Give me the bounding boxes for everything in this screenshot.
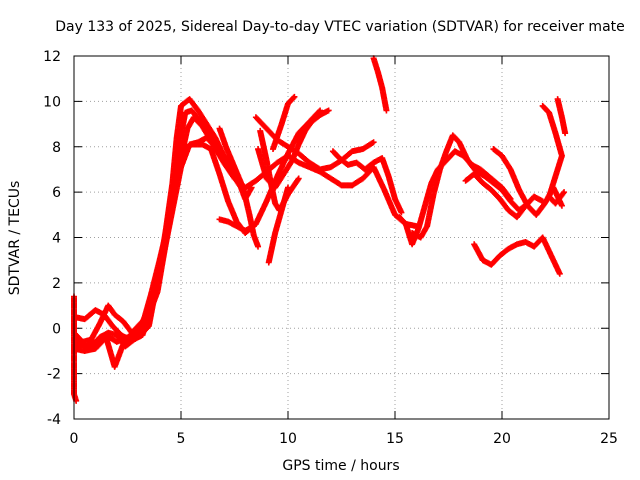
data-point	[250, 223, 257, 230]
y-tick-label: 0	[52, 321, 61, 337]
series-sat-u	[554, 96, 569, 137]
data-point	[248, 184, 255, 191]
series-sat-t	[539, 102, 568, 207]
data-point	[558, 202, 565, 209]
data-point	[291, 93, 298, 100]
data-point	[290, 94, 297, 101]
data-point	[214, 143, 221, 150]
data-point	[285, 184, 291, 191]
data-point	[383, 107, 390, 114]
data-point	[398, 209, 405, 216]
x-tick-label: 20	[493, 431, 511, 447]
series-sat-n	[370, 55, 390, 114]
y-tick-label: 12	[43, 49, 61, 65]
data-point	[556, 270, 563, 277]
y-tick-label: 6	[52, 185, 61, 201]
x-tick-label: 25	[600, 431, 618, 447]
chart-title: Day 133 of 2025, Sidereal Day-to-day VTE…	[55, 19, 625, 35]
y-tick-label: -2	[47, 367, 61, 383]
series-sat-l	[265, 184, 291, 266]
data-point	[370, 139, 377, 146]
data-point	[255, 243, 262, 250]
tick-labels: 0 5 10 15 20 25 -4 -2 0 2 4 6 8 10 12	[43, 49, 618, 447]
data-point	[295, 175, 302, 182]
data-point	[507, 195, 514, 202]
series-sat-g	[216, 216, 257, 234]
series-sat-j	[252, 114, 377, 173]
data-point	[561, 189, 568, 196]
y-tick-label: -4	[47, 412, 61, 428]
data-point	[506, 194, 513, 201]
y-tick-label: 2	[52, 276, 61, 292]
x-tick-label: 0	[70, 431, 79, 447]
y-tick-label: 8	[52, 140, 61, 156]
y-tick-label: 4	[52, 231, 61, 247]
series-sat-k	[270, 93, 298, 153]
data-point	[562, 130, 569, 137]
grid	[74, 56, 609, 419]
data-point	[325, 107, 332, 114]
series-sat-e	[71, 107, 221, 345]
x-tick-label: 5	[177, 431, 186, 447]
plot-frame	[73, 55, 610, 420]
x-tick-label: 15	[386, 431, 404, 447]
y-tick-label: 10	[43, 94, 61, 110]
x-axis-label: GPS time / hours	[282, 458, 399, 474]
y-axis-label: SDTVAR / TECUs	[7, 181, 23, 296]
series-sat-f	[216, 125, 262, 250]
x-tick-label: 10	[279, 431, 297, 447]
data-point	[560, 190, 567, 197]
data-point	[213, 142, 220, 149]
series-sat-r	[471, 234, 563, 277]
series-sat-p	[396, 148, 514, 248]
data-points	[71, 55, 569, 404]
series-sat-m	[329, 148, 405, 216]
